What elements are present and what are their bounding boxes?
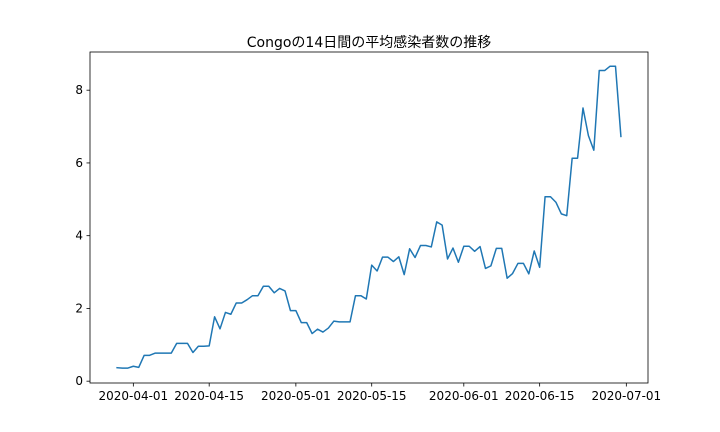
- x-tick-label: 2020-06-01: [429, 389, 499, 403]
- x-tick-label: 2020-04-15: [174, 389, 244, 403]
- x-tick-label: 2020-06-15: [505, 389, 575, 403]
- plot-area: [89, 51, 649, 384]
- x-tick-label: 2020-05-01: [261, 389, 331, 403]
- x-tick-label: 2020-04-01: [98, 389, 168, 403]
- y-tick-label: 4: [75, 229, 83, 243]
- x-tick-label: 2020-05-15: [337, 389, 407, 403]
- y-tick-label: 8: [75, 83, 83, 97]
- x-tick-label: 2020-07-01: [591, 389, 661, 403]
- y-tick-label: 2: [75, 301, 83, 315]
- axes-frame: [89, 51, 649, 384]
- chart-title: Congoの14日間の平均感染者数の推移: [247, 34, 491, 51]
- x-axis: 2020-04-01 2020-04-15 2020-05-01 2020-05-15…: [98, 383, 661, 403]
- y-tick-label: 0: [75, 374, 83, 388]
- y-axis: 0 2 4 6 8: [75, 83, 90, 388]
- series-line: [116, 65, 622, 369]
- y-tick-label: 6: [75, 156, 83, 170]
